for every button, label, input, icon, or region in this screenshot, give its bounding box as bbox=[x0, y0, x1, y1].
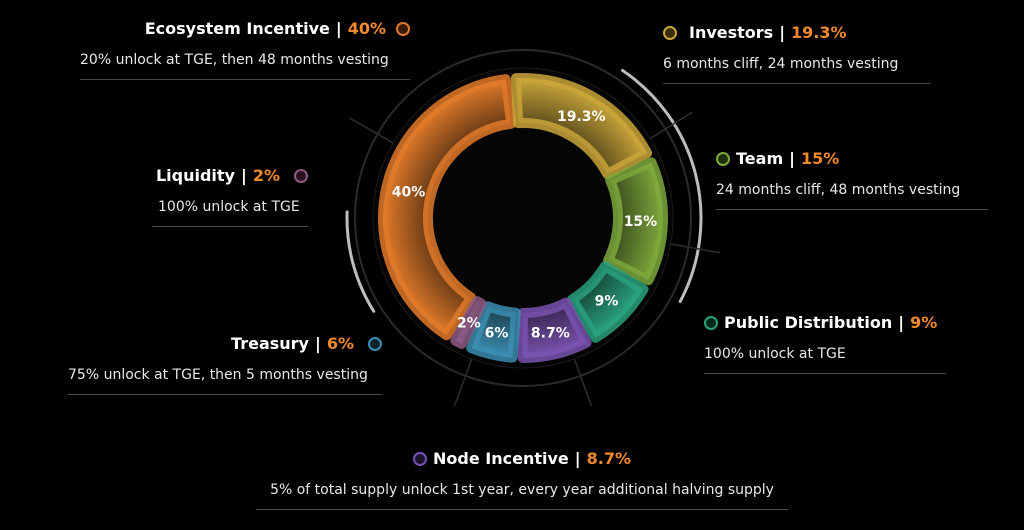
decor-tick bbox=[670, 243, 721, 254]
decor-tick bbox=[649, 111, 694, 140]
callout-separator: | bbox=[335, 19, 342, 38]
callout-separator: | bbox=[314, 334, 321, 353]
callout-title: Public Distribution | 9% bbox=[704, 313, 946, 333]
callout-ecosystem-incentive: Ecosystem Incentive | 40% 20% unlock at … bbox=[80, 19, 410, 80]
divider bbox=[68, 394, 382, 395]
legend-dot-icon bbox=[716, 152, 730, 166]
slice-value-label: 6% bbox=[485, 325, 509, 341]
callout-title: Node Incentive | 8.7% bbox=[256, 449, 788, 469]
divider bbox=[152, 226, 308, 227]
outer-highlight-arc bbox=[621, 68, 703, 304]
donut-slice-public-distribution bbox=[567, 261, 649, 343]
donut-slice-node-incentive bbox=[517, 297, 592, 364]
callout-percent: 8.7% bbox=[586, 449, 631, 468]
callout-separator: | bbox=[789, 149, 795, 168]
callout-title: Team | 15% bbox=[716, 149, 988, 169]
callout-percent: 6% bbox=[326, 334, 354, 353]
callout-name: Public Distribution bbox=[724, 313, 893, 332]
callout-name: Investors bbox=[689, 23, 774, 42]
callout-separator: | bbox=[898, 313, 905, 332]
callout-percent: 9% bbox=[910, 313, 938, 332]
donut-slice-team bbox=[603, 157, 668, 286]
callout-name: Node Incentive bbox=[433, 449, 569, 468]
legend-dot-icon bbox=[663, 26, 677, 40]
callout-description: 100% unlock at TGE bbox=[158, 199, 300, 215]
slice-value-label: 40% bbox=[392, 185, 426, 201]
decor-tick bbox=[349, 117, 394, 144]
callout-percent: 2% bbox=[252, 166, 280, 185]
callout-separator: | bbox=[240, 166, 247, 185]
callout-node-incentive: Node Incentive | 8.7% 5% of total supply… bbox=[256, 449, 788, 510]
callout-percent: 40% bbox=[347, 19, 386, 38]
callout-description: 75% unlock at TGE, then 5 months vesting bbox=[68, 367, 368, 383]
callout-investors: Investors | 19.3% 6 months cliff, 24 mon… bbox=[663, 23, 931, 84]
decor-tick bbox=[573, 358, 593, 407]
callout-description: 20% unlock at TGE, then 48 months vestin… bbox=[80, 52, 389, 68]
legend-dot-icon bbox=[704, 316, 718, 330]
divider bbox=[663, 83, 931, 84]
callout-name: Liquidity bbox=[155, 166, 235, 185]
divider bbox=[256, 509, 788, 510]
callout-separator: | bbox=[574, 449, 581, 468]
callout-title: Ecosystem Incentive | 40% bbox=[80, 19, 410, 39]
callout-percent: 15% bbox=[800, 149, 840, 168]
slice-value-label: 9% bbox=[595, 294, 619, 310]
outer-ring bbox=[354, 49, 692, 387]
callout-title: Treasury | 6% bbox=[68, 334, 382, 354]
callout-percent: 19.3% bbox=[791, 23, 847, 42]
callout-team: Team | 15% 24 months cliff, 48 months ve… bbox=[716, 149, 988, 210]
callout-name: Team bbox=[736, 149, 784, 168]
callout-description: 100% unlock at TGE bbox=[704, 346, 846, 362]
donut-slice-liquidity bbox=[450, 296, 487, 349]
callout-separator: | bbox=[779, 23, 786, 42]
callout-treasury: Treasury | 6% 75% unlock at TGE, then 5 … bbox=[68, 334, 382, 395]
slice-value-label: 2% bbox=[457, 315, 481, 331]
divider bbox=[704, 373, 946, 374]
legend-dot-icon bbox=[368, 337, 382, 351]
donut-slice-ecosystem-incentive bbox=[378, 74, 517, 341]
outer-highlight-arc bbox=[345, 210, 376, 313]
callout-description: 6 months cliff, 24 months vesting bbox=[663, 56, 899, 72]
divider bbox=[80, 79, 410, 80]
callout-liquidity: Liquidity | 2% 100% unlock at TGE bbox=[152, 166, 308, 227]
callout-name: Ecosystem Incentive bbox=[144, 19, 330, 38]
callout-description: 5% of total supply unlock 1st year, ever… bbox=[270, 482, 774, 498]
slice-value-label: 8.7% bbox=[531, 325, 570, 341]
callout-public-distribution: Public Distribution | 9% 100% unlock at … bbox=[704, 313, 946, 374]
donut-slice-investors bbox=[510, 73, 653, 179]
callout-name: Treasury bbox=[231, 334, 309, 353]
slice-value-label: 15% bbox=[624, 214, 658, 230]
decor-tick bbox=[453, 358, 473, 407]
legend-dot-icon bbox=[396, 22, 410, 36]
slice-value-label: 19.3% bbox=[557, 109, 606, 125]
callout-title: Investors | 19.3% bbox=[663, 23, 931, 43]
divider bbox=[716, 209, 988, 210]
legend-dot-icon bbox=[294, 169, 308, 183]
donut-slice-treasury bbox=[466, 301, 521, 363]
legend-dot-icon bbox=[413, 452, 428, 466]
callout-title: Liquidity | 2% bbox=[152, 166, 308, 186]
callout-description: 24 months cliff, 48 months vesting bbox=[716, 182, 961, 198]
